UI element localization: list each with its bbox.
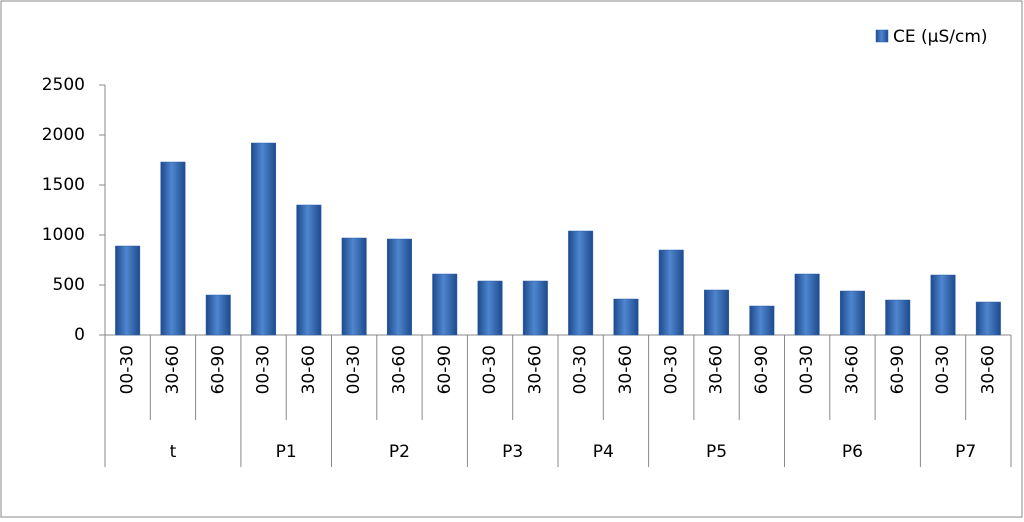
x-tick-label: 00-30 — [480, 345, 500, 394]
y-tick-label: 1500 — [42, 175, 85, 195]
bar — [613, 298, 639, 336]
y-tick-label: 2000 — [42, 125, 85, 145]
x-tick-label: 30-60 — [842, 345, 862, 394]
group-label: P2 — [389, 442, 410, 462]
x-tick-label: 30-60 — [163, 345, 183, 394]
x-tick-label: 00-30 — [254, 345, 274, 394]
bar — [568, 230, 594, 336]
y-tick-label: 500 — [53, 275, 85, 295]
bar — [205, 294, 231, 336]
group-label: P6 — [842, 442, 863, 462]
bar — [704, 289, 730, 336]
group-label: P3 — [502, 442, 523, 462]
x-tick-label: 30-60 — [978, 345, 998, 394]
bar — [885, 299, 911, 336]
x-tick-label: 60-90 — [888, 345, 908, 394]
x-tick-label: 00-30 — [344, 345, 364, 394]
x-tick-label: 30-60 — [707, 345, 727, 394]
y-tick-label: 0 — [74, 325, 85, 345]
bar — [839, 290, 865, 336]
bar — [794, 273, 820, 336]
x-tick-label: 00-30 — [933, 345, 953, 394]
bar — [749, 305, 775, 336]
clip-group: 00-30 30-60 60-90 00-30 30-60 00-30 30-60 60-90… — [118, 345, 999, 394]
x-tick-label: 60-90 — [208, 345, 228, 394]
bar — [296, 204, 322, 336]
group-label: P1 — [276, 442, 297, 462]
group-label: P5 — [706, 442, 727, 462]
bar — [658, 249, 684, 336]
x-tick-label: 60-90 — [752, 345, 772, 394]
x-tick-label: 00-30 — [797, 345, 817, 394]
x-tick-label: 00-30 — [118, 345, 138, 394]
bar — [386, 238, 412, 336]
x-tick-label: 00-30 — [661, 345, 681, 394]
group-label: P4 — [593, 442, 614, 462]
x-tick-label: 30-60 — [389, 345, 409, 394]
x-tick-label: 00-30 — [571, 345, 591, 394]
group-label: P7 — [955, 442, 976, 462]
bar — [522, 280, 548, 336]
legend-label: CE (µS/cm) — [893, 27, 988, 47]
y-tick-label: 1000 — [42, 225, 85, 245]
bar — [930, 274, 956, 336]
x-tick-label: 30-60 — [525, 345, 545, 394]
bar — [341, 237, 367, 336]
bar — [160, 161, 186, 336]
group-label: t — [170, 442, 177, 462]
x-tick-label: 30-60 — [616, 345, 636, 394]
x-tick-label: 60-90 — [435, 345, 455, 394]
bar — [251, 142, 277, 336]
bar — [115, 245, 141, 336]
y-tick-label: 2500 — [42, 75, 85, 95]
legend-swatch — [875, 29, 889, 43]
bar — [477, 280, 503, 336]
bar — [975, 301, 1001, 336]
x-tick-label: 30-60 — [299, 345, 319, 394]
bar — [432, 273, 458, 336]
